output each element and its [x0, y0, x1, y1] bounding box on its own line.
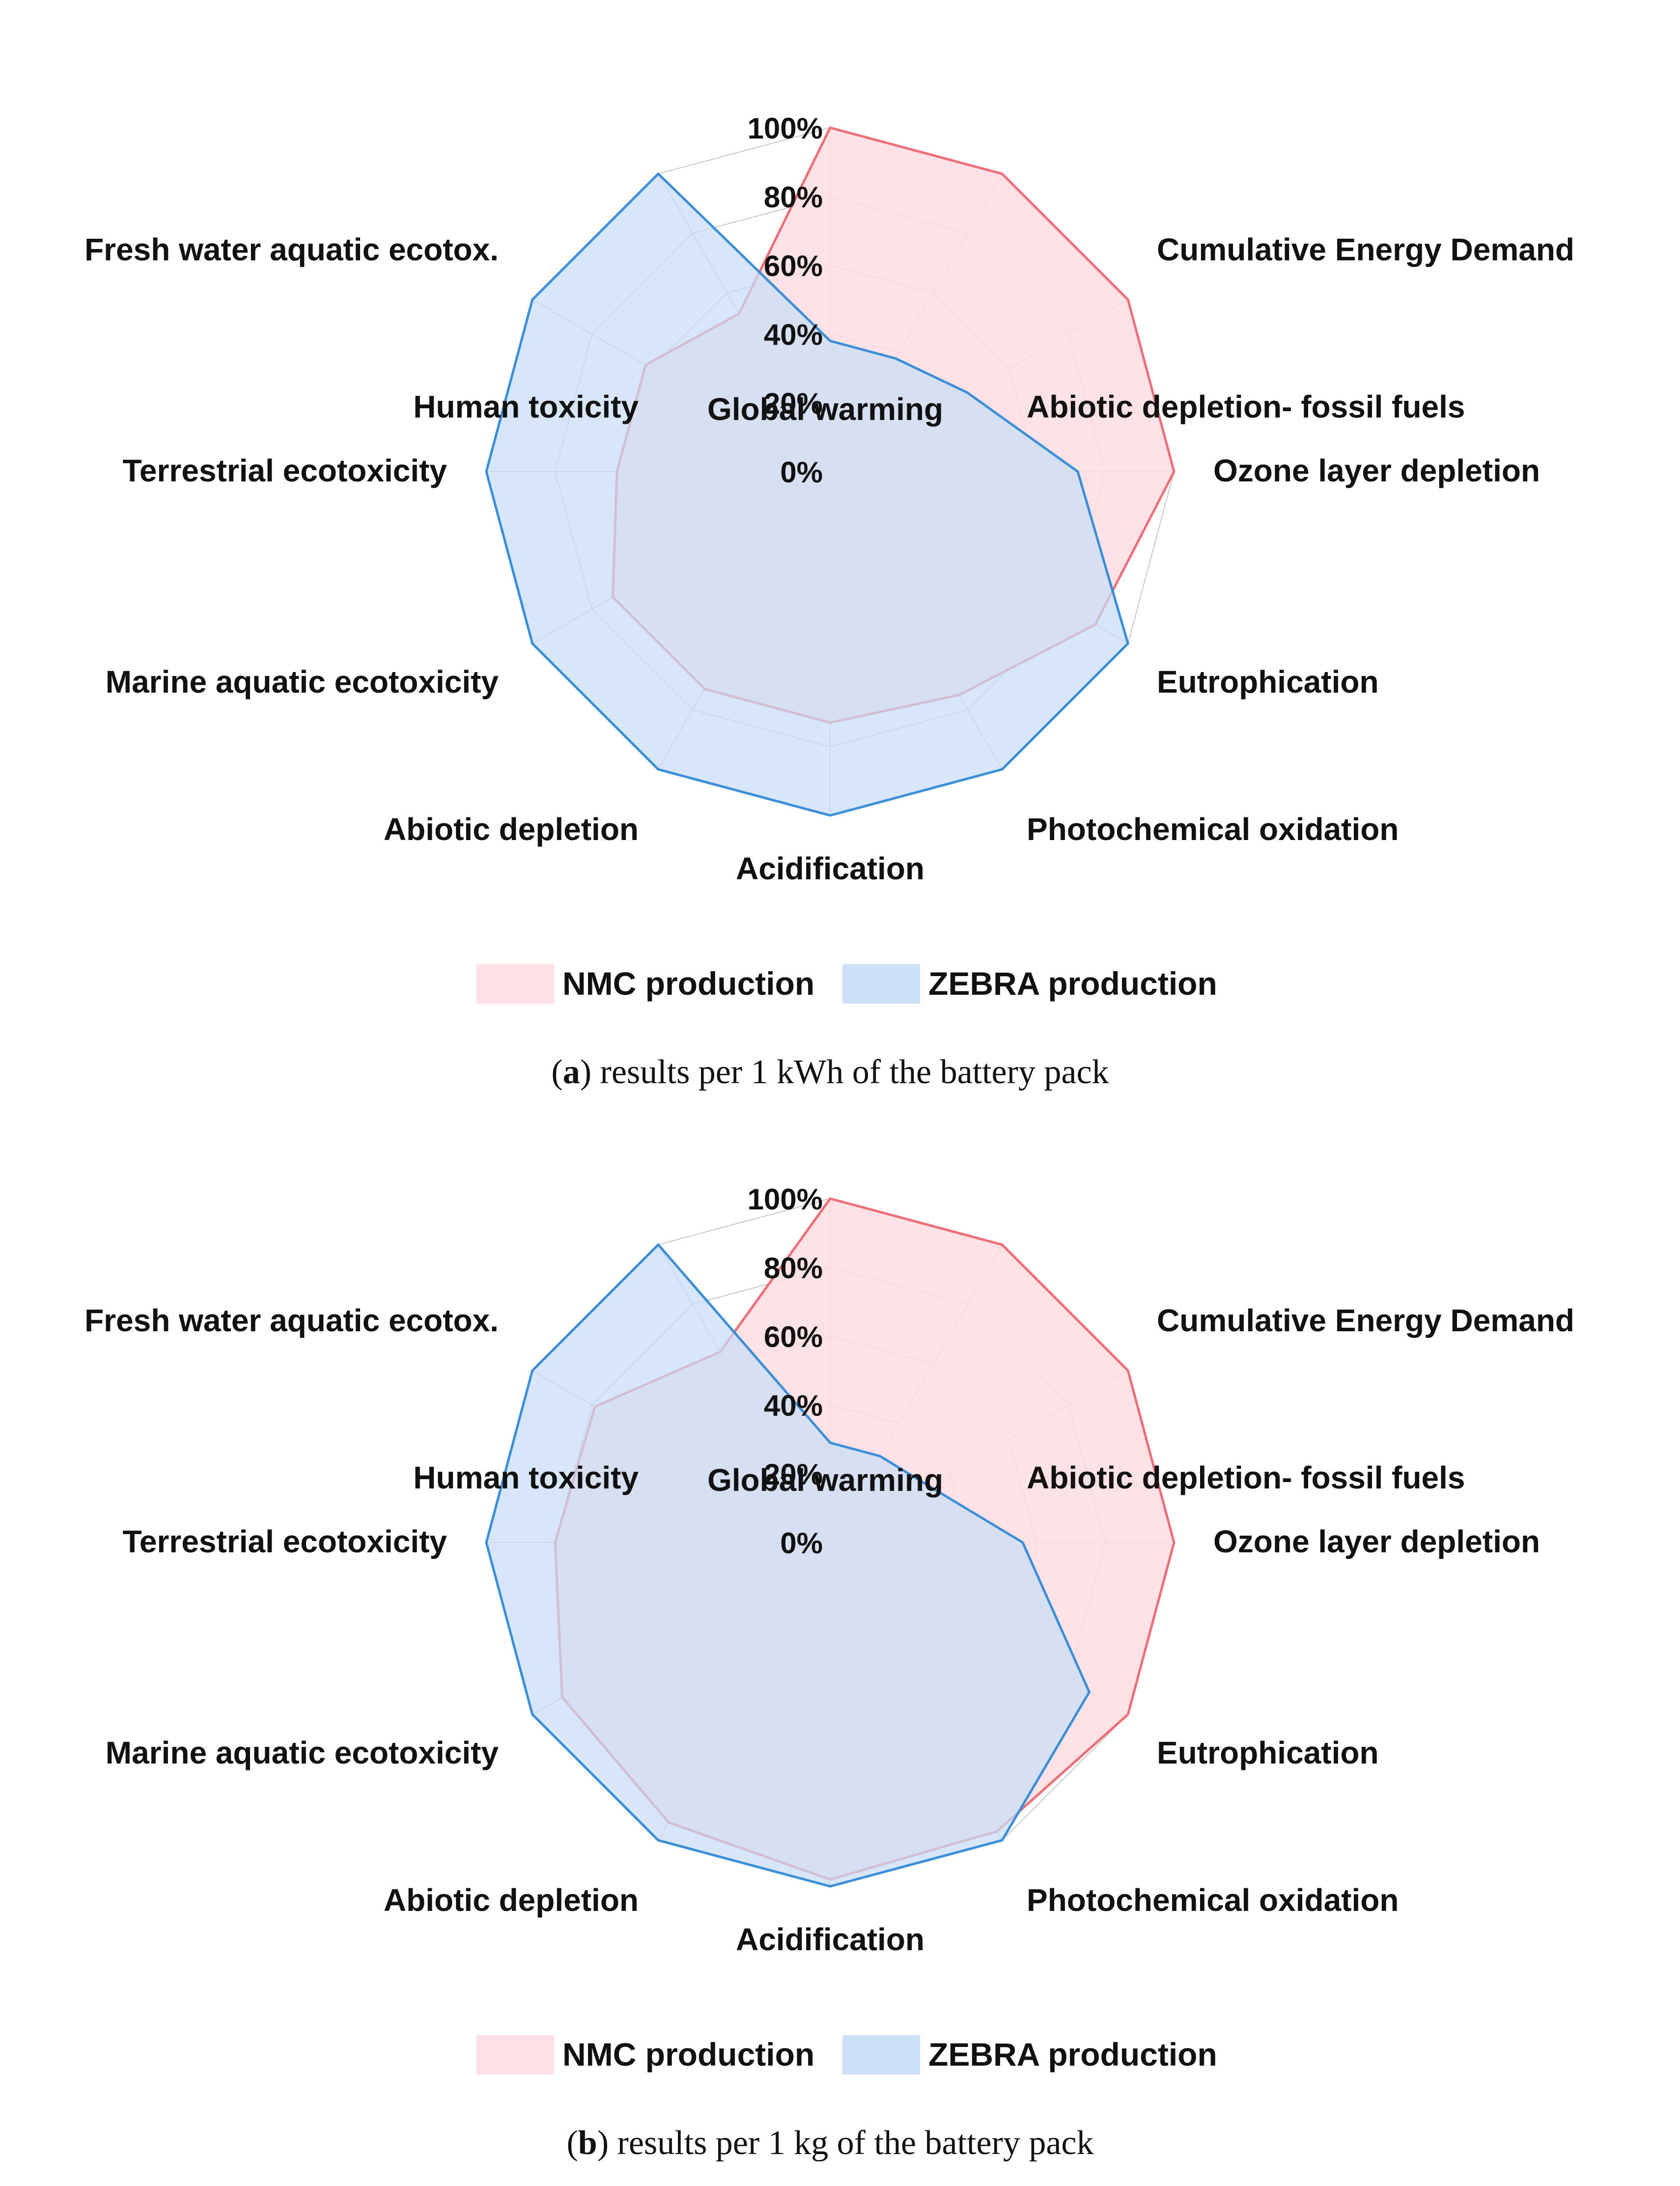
axis-label: Human toxicity: [413, 1460, 639, 1495]
axis-label: Cumulative Energy Demand: [1157, 1303, 1574, 1338]
axis-label: Fresh water aquatic ecotox.: [84, 1303, 499, 1338]
caption-b: (b) results per 1 kg of the battery pack: [566, 2124, 1093, 2162]
axis-label: Ozone layer depletion: [1213, 1524, 1540, 1559]
radar-series: [485, 126, 1176, 817]
axis-label: Terrestrial ecotoxicity: [123, 453, 448, 488]
legend-swatch: [842, 2035, 920, 2074]
axis-label: Abiotic depletion- fossil fuels: [1027, 389, 1465, 424]
radial-tick-label: 60%: [764, 250, 823, 282]
radial-tick-label: 40%: [764, 318, 823, 351]
axis-labels: Global warming Abiotic depletion- fossil …: [84, 1303, 1574, 1957]
series-area-zebra-production: [485, 1243, 1091, 1888]
radial-tick-label: 40%: [764, 1389, 823, 1422]
radar-panel-b: 0% 20% 40% 60% 80% 100% Global warming Abiotic…: [84, 1183, 1574, 2162]
axis-label: Abiotic depletion- fossil fuels: [1027, 1460, 1465, 1495]
axis-label: Fresh water aquatic ecotox.: [84, 232, 499, 267]
radial-tick-label: 20%: [764, 387, 823, 420]
axis-label: Photochemical oxidation: [1027, 812, 1399, 847]
axis-label: Terrestrial ecotoxicity: [123, 1524, 448, 1559]
radar-series: [485, 1197, 1176, 1888]
radial-tick-label: 100%: [748, 1183, 823, 1216]
axis-label: Marine aquatic ecotoxicity: [106, 1735, 499, 1770]
axis-label: Eutrophication: [1157, 664, 1379, 700]
axis-label: Marine aquatic ecotoxicity: [106, 664, 499, 700]
legend-swatch: [476, 964, 554, 1004]
radial-tick-label: 60%: [764, 1320, 823, 1353]
series-area-zebra-production: [485, 172, 1129, 817]
legend-label: NMC production: [562, 965, 814, 1002]
radial-ticks: 0% 20% 40% 60% 80% 100%: [748, 112, 823, 489]
radial-tick-label: 0%: [780, 456, 823, 489]
radial-tick-label: 0%: [780, 1527, 823, 1560]
legend-swatch: [476, 2035, 554, 2074]
axis-label: Acidification: [736, 1922, 924, 1957]
axis-label: Acidification: [736, 851, 924, 886]
axis-label: Eutrophication: [1157, 1735, 1379, 1770]
axis-labels: Global warming Abiotic depletion- fossil …: [84, 232, 1574, 886]
legend-label: NMC production: [562, 2036, 814, 2073]
legend-swatch: [842, 964, 920, 1004]
legend-label: ZEBRA production: [928, 965, 1217, 1002]
axis-label: Cumulative Energy Demand: [1157, 232, 1574, 267]
radial-tick-label: 100%: [748, 112, 823, 145]
radar-panel-a: 0% 20% 40% 60% 80% 100% Global warming Abiotic…: [84, 112, 1574, 1091]
radial-ticks: 0% 20% 40% 60% 80% 100%: [748, 1183, 823, 1560]
axis-label: Human toxicity: [413, 389, 639, 424]
axis-label: Ozone layer depletion: [1213, 453, 1540, 488]
radial-tick-label: 80%: [764, 1252, 823, 1285]
axis-label: Abiotic depletion: [384, 1882, 639, 1918]
caption-a: (a) results per 1 kWh of the battery pac…: [551, 1053, 1109, 1091]
axis-label: Global warming: [707, 392, 943, 427]
axis-label: Global warming: [707, 1462, 943, 1498]
legend-label: ZEBRA production: [928, 2036, 1217, 2073]
axis-label: Photochemical oxidation: [1027, 1882, 1399, 1918]
axis-label: Abiotic depletion: [384, 812, 639, 847]
radial-tick-label: 80%: [764, 181, 823, 214]
legend: NMC production ZEBRA production: [476, 2035, 1217, 2074]
radial-tick-label: 20%: [764, 1458, 823, 1491]
legend: NMC production ZEBRA production: [476, 964, 1217, 1004]
